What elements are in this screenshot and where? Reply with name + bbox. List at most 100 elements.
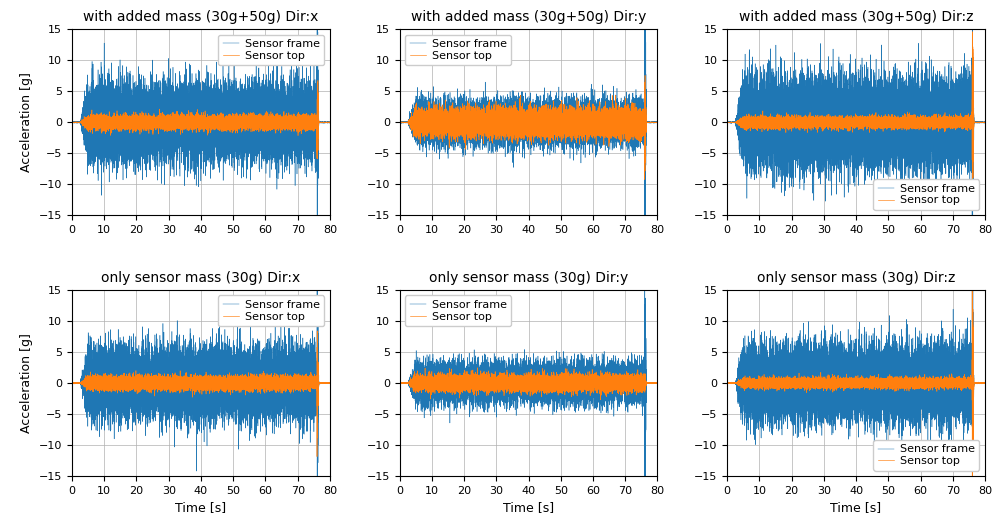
Sensor frame <box>641 380 653 387</box>
Y-axis label: Acceleration [g]: Acceleration [g] <box>20 72 33 172</box>
Legend: Sensor frame, Sensor top: Sensor frame, Sensor top <box>218 295 324 326</box>
Line: Sensor top: Sensor top <box>72 80 330 159</box>
Legend: Sensor frame, Sensor top: Sensor frame, Sensor top <box>873 440 979 471</box>
Sensor top <box>314 380 326 386</box>
Sensor frame <box>747 54 759 60</box>
Sensor top <box>599 379 611 386</box>
Sensor frame <box>295 401 307 407</box>
Sensor top <box>605 385 617 392</box>
Sensor top <box>472 364 484 371</box>
Sensor top <box>641 119 653 126</box>
Sensor frame <box>312 10 324 16</box>
Sensor top <box>271 119 283 125</box>
Sensor frame <box>311 313 323 319</box>
Legend: Sensor frame, Sensor top: Sensor frame, Sensor top <box>218 35 324 65</box>
Sensor top <box>314 119 326 126</box>
Sensor top <box>651 380 663 386</box>
Sensor frame <box>314 379 326 386</box>
Sensor frame <box>92 379 104 385</box>
Title: with added mass (30g+50g) Dir:x: with added mass (30g+50g) Dir:x <box>83 10 319 24</box>
Sensor top <box>747 378 759 384</box>
Sensor top <box>969 119 981 126</box>
Sensor frame <box>721 380 733 386</box>
Sensor frame <box>295 105 307 111</box>
Sensor top <box>92 377 104 384</box>
Legend: Sensor frame, Sensor top: Sensor frame, Sensor top <box>405 295 511 326</box>
Sensor top <box>594 396 606 403</box>
Sensor frame <box>66 118 78 124</box>
Sensor frame <box>394 119 406 125</box>
Sensor top <box>623 117 635 123</box>
Sensor frame <box>605 123 617 130</box>
Line: Sensor frame: Sensor frame <box>72 13 330 316</box>
Legend: Sensor frame, Sensor top: Sensor frame, Sensor top <box>405 35 511 65</box>
Sensor frame <box>623 97 635 103</box>
Sensor frame <box>721 120 733 126</box>
Line: Sensor frame: Sensor frame <box>727 0 985 245</box>
Sensor top <box>966 528 978 532</box>
Sensor top <box>311 453 323 460</box>
Sensor frame <box>786 135 798 141</box>
Sensor top <box>933 380 945 387</box>
Sensor frame <box>641 119 653 126</box>
Sensor frame <box>278 367 290 373</box>
Sensor frame <box>66 380 78 386</box>
Sensor top <box>639 176 651 182</box>
Title: with added mass (30g+50g) Dir:y: with added mass (30g+50g) Dir:y <box>411 10 646 24</box>
Sensor frame <box>271 372 283 379</box>
Legend: Sensor frame, Sensor top: Sensor frame, Sensor top <box>873 179 979 210</box>
Sensor top <box>967 29 979 35</box>
Sensor frame <box>926 142 938 148</box>
Sensor frame <box>979 379 991 386</box>
X-axis label: Time [s]: Time [s] <box>830 502 882 514</box>
Sensor frame <box>92 123 104 130</box>
Sensor top <box>324 380 336 386</box>
Line: Sensor top: Sensor top <box>727 32 985 207</box>
Sensor frame <box>394 380 406 386</box>
Sensor frame <box>314 119 326 125</box>
Sensor top <box>271 387 283 393</box>
Sensor frame <box>979 119 991 125</box>
Sensor top <box>639 72 651 79</box>
Sensor top <box>969 380 981 386</box>
Sensor top <box>933 117 945 123</box>
Title: only sensor mass (30g) Dir:y: only sensor mass (30g) Dir:y <box>429 271 628 285</box>
Sensor top <box>459 128 471 135</box>
Sensor top <box>623 373 635 379</box>
Sensor top <box>295 116 307 122</box>
Y-axis label: Acceleration [g]: Acceleration [g] <box>20 333 33 433</box>
Sensor top <box>278 384 290 390</box>
Sensor top <box>312 155 324 162</box>
Line: Sensor frame: Sensor frame <box>727 235 985 532</box>
X-axis label: Time [s]: Time [s] <box>175 502 227 514</box>
Line: Sensor top: Sensor top <box>400 76 657 179</box>
Sensor top <box>747 121 759 127</box>
Sensor frame <box>311 256 323 263</box>
Sensor top <box>979 119 991 126</box>
Sensor top <box>66 119 78 126</box>
Sensor frame <box>639 285 651 291</box>
Sensor frame <box>459 113 471 120</box>
Sensor top <box>131 383 143 389</box>
Line: Sensor top: Sensor top <box>72 331 330 456</box>
Sensor top <box>950 375 962 381</box>
Sensor frame <box>131 137 143 143</box>
Sensor frame <box>651 380 663 386</box>
Sensor frame <box>324 380 336 386</box>
Title: with added mass (30g+50g) Dir:z: with added mass (30g+50g) Dir:z <box>739 10 973 24</box>
Sensor top <box>311 328 323 334</box>
Sensor top <box>92 121 104 127</box>
Sensor frame <box>324 119 336 126</box>
Sensor frame <box>651 119 663 126</box>
Sensor frame <box>623 378 635 385</box>
Sensor top <box>966 204 978 211</box>
Sensor frame <box>131 371 143 378</box>
Sensor top <box>721 119 733 126</box>
Sensor frame <box>933 84 945 90</box>
Sensor top <box>419 375 431 381</box>
X-axis label: Time [s]: Time [s] <box>503 502 554 514</box>
Sensor frame <box>786 383 798 389</box>
Sensor top <box>786 377 798 383</box>
Line: Sensor frame: Sensor frame <box>400 151 657 532</box>
Sensor frame <box>419 381 431 388</box>
